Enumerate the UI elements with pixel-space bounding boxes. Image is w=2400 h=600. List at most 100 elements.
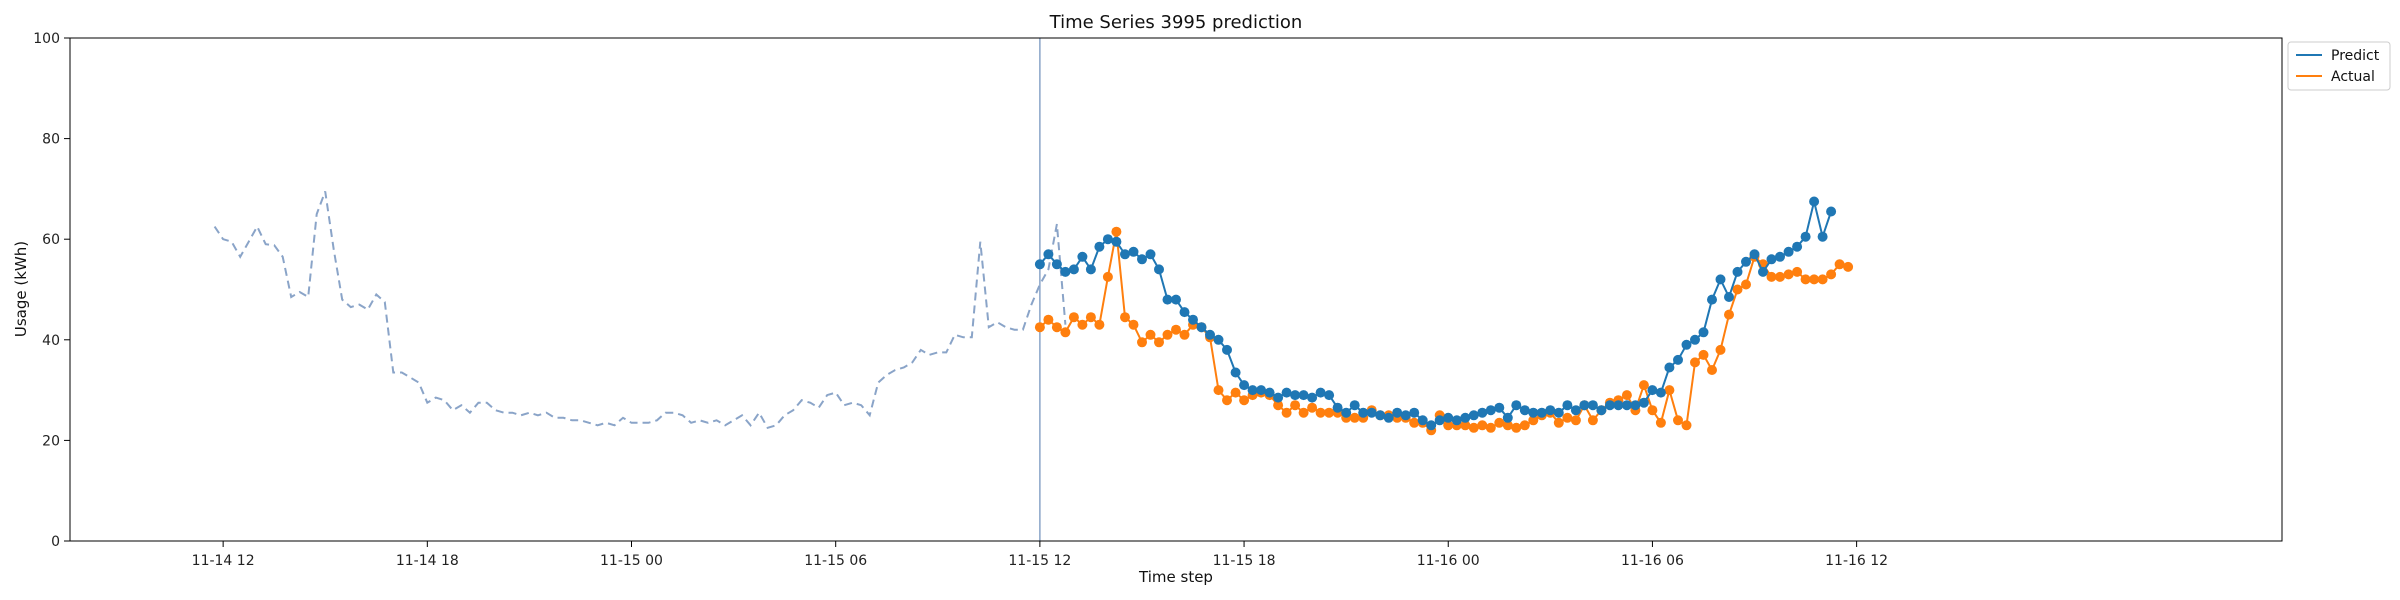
actual-point bbox=[1477, 420, 1488, 431]
predict-point bbox=[1239, 380, 1250, 391]
actual-point bbox=[1698, 349, 1709, 360]
y-axis-label: Usage (kWh) bbox=[12, 241, 30, 337]
predict-point bbox=[1587, 400, 1598, 411]
actual-point bbox=[1239, 395, 1250, 406]
predict-point bbox=[1111, 236, 1122, 247]
predict-point bbox=[1451, 415, 1462, 426]
actual-point bbox=[1468, 422, 1479, 433]
predict-point bbox=[1536, 407, 1547, 418]
predict-point bbox=[1060, 266, 1071, 277]
predict-point bbox=[1485, 405, 1496, 416]
actual-point bbox=[1766, 271, 1777, 282]
predict-point bbox=[1315, 387, 1326, 398]
actual-point bbox=[1349, 412, 1360, 423]
predict-point bbox=[1068, 264, 1079, 275]
predict-point bbox=[1179, 307, 1190, 318]
actual-point bbox=[1792, 266, 1803, 277]
actual-point bbox=[1562, 412, 1573, 423]
predict-point bbox=[1826, 206, 1837, 217]
chart-title: Time Series 3995 prediction bbox=[1049, 12, 1303, 33]
actual-point bbox=[1570, 415, 1581, 426]
predict-point bbox=[1043, 249, 1054, 260]
predict-point bbox=[1051, 259, 1062, 270]
x-tick-label: 11-14 18 bbox=[396, 553, 459, 569]
predict-point bbox=[1792, 241, 1803, 252]
predict-point bbox=[1562, 400, 1573, 411]
predict-point bbox=[1630, 400, 1641, 411]
x-tick-label: 11-14 12 bbox=[192, 553, 255, 569]
actual-point bbox=[1843, 261, 1854, 272]
predict-point bbox=[1409, 407, 1420, 418]
predict-point bbox=[1298, 390, 1309, 401]
predict-point bbox=[1673, 354, 1683, 365]
actual-point bbox=[1800, 274, 1811, 285]
actual-point bbox=[1307, 402, 1318, 413]
predict-point bbox=[1443, 412, 1454, 423]
actual-point bbox=[1528, 415, 1539, 426]
predict-point bbox=[1162, 294, 1173, 305]
legend-actual-label: Actual bbox=[2331, 69, 2375, 85]
predict-point bbox=[1664, 362, 1675, 373]
actual-point bbox=[1213, 385, 1224, 396]
predict-point bbox=[1128, 246, 1139, 257]
actual-point bbox=[1102, 271, 1113, 282]
history-line bbox=[213, 191, 1067, 429]
predict-point bbox=[1655, 387, 1666, 398]
predict-point bbox=[1120, 249, 1130, 260]
predict-point bbox=[1732, 266, 1743, 277]
predict-point bbox=[1434, 415, 1445, 426]
actual-point bbox=[1162, 329, 1173, 340]
actual-point bbox=[1077, 319, 1088, 330]
predict-point bbox=[1205, 329, 1215, 340]
predict-point bbox=[1247, 385, 1258, 396]
actual-point bbox=[1809, 274, 1820, 285]
predict-point bbox=[1604, 400, 1615, 411]
predict-point bbox=[1145, 249, 1156, 260]
predict-point bbox=[1707, 294, 1717, 305]
x-tick-label: 11-15 06 bbox=[804, 553, 867, 569]
predict-point bbox=[1766, 254, 1777, 265]
actual-point bbox=[1120, 312, 1130, 323]
actual-point bbox=[1826, 269, 1837, 280]
actual-point bbox=[1655, 417, 1666, 428]
actual-point bbox=[1111, 226, 1122, 237]
predict-point bbox=[1783, 246, 1794, 257]
actual-point bbox=[1707, 365, 1717, 375]
actual-point bbox=[1145, 329, 1156, 340]
plot-background bbox=[70, 38, 2282, 541]
x-axis: 11-14 12 11-14 18 11-15 00 11-15 06 11-15 12… bbox=[192, 541, 1888, 569]
actual-point bbox=[1230, 387, 1241, 398]
predict-point bbox=[1494, 402, 1505, 413]
predict-point bbox=[1102, 234, 1113, 245]
predict-point bbox=[1341, 407, 1352, 418]
actual-point bbox=[1171, 324, 1181, 335]
actual-point bbox=[1273, 400, 1284, 411]
predict-point bbox=[1613, 400, 1624, 411]
predict-point bbox=[1324, 390, 1335, 401]
actual-point bbox=[1732, 284, 1743, 295]
predict-point bbox=[1502, 412, 1513, 423]
predict-point bbox=[1077, 251, 1088, 262]
predict-point bbox=[1256, 385, 1267, 396]
actual-point bbox=[1834, 259, 1845, 270]
predict-point bbox=[1094, 241, 1105, 252]
actual-point bbox=[1553, 417, 1564, 428]
actual-point bbox=[1060, 327, 1071, 338]
predict-point bbox=[1553, 407, 1564, 418]
predict-point bbox=[1528, 407, 1539, 418]
predict-point bbox=[1698, 327, 1709, 338]
actual-point bbox=[1621, 390, 1632, 401]
predict-point bbox=[1417, 415, 1428, 426]
predict-point bbox=[1741, 256, 1751, 267]
y-tick-label: 0 bbox=[51, 534, 60, 550]
actual-point bbox=[1681, 420, 1692, 431]
predict-point bbox=[1375, 410, 1386, 421]
predict-point bbox=[1647, 385, 1658, 396]
actual-point bbox=[1647, 405, 1658, 416]
predict-point bbox=[1349, 400, 1360, 411]
predict-point bbox=[1400, 410, 1411, 421]
x-tick-label: 11-16 00 bbox=[1417, 553, 1480, 569]
predict-point bbox=[1519, 405, 1530, 416]
actual-point bbox=[1094, 319, 1105, 330]
actual-point bbox=[1128, 319, 1139, 330]
